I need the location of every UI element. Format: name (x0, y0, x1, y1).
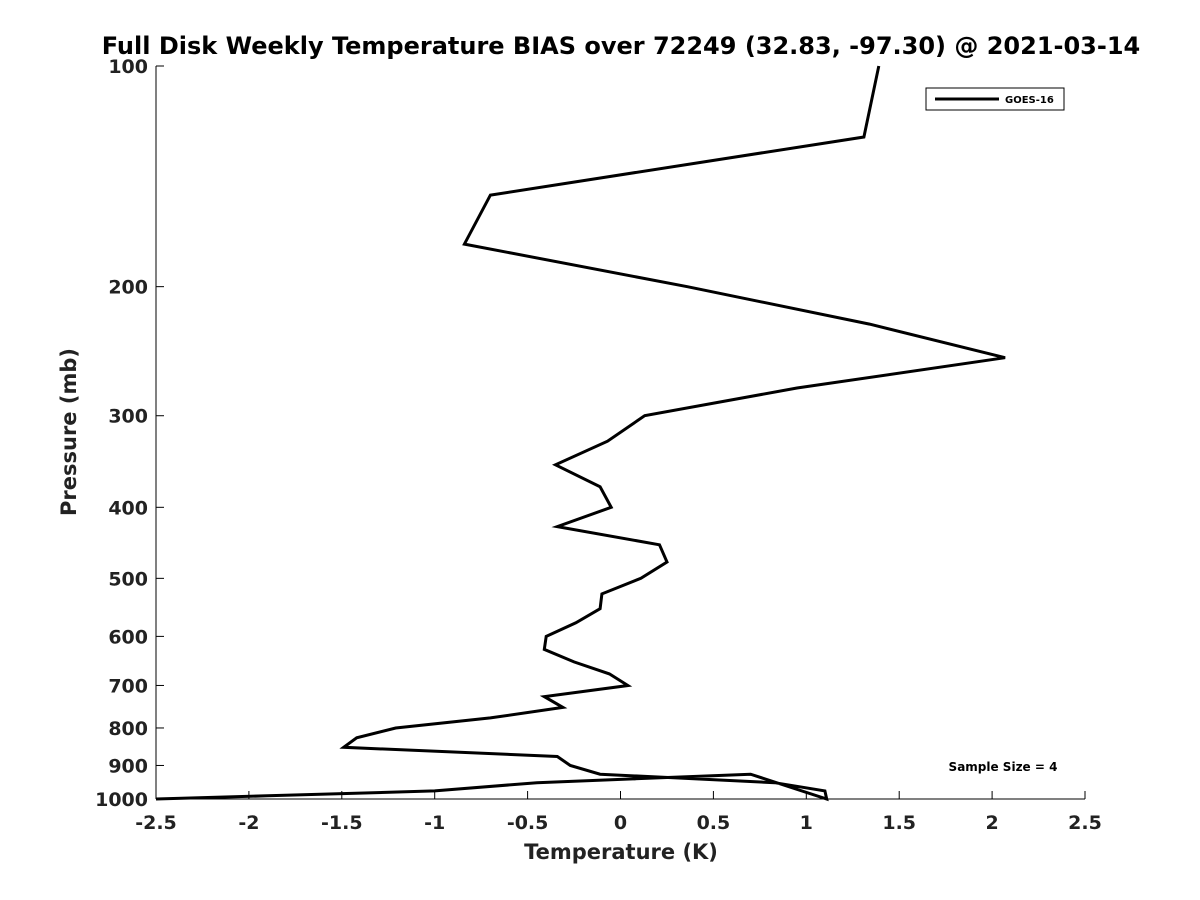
x-tick-label: -2 (238, 812, 259, 834)
y-tick-label: 300 (108, 406, 148, 428)
legend-label: GOES-16 (1005, 95, 1054, 106)
series-layer (155, 65, 1006, 802)
x-tick-label: 0 (614, 812, 627, 834)
y-tick-label: 100 (108, 56, 148, 78)
chart-title: Full Disk Weekly Temperature BIAS over 7… (102, 32, 1141, 60)
series-line-goes-16 (155, 65, 1006, 802)
x-tick-label: 1.5 (882, 812, 916, 834)
y-tick-label: 700 (108, 675, 148, 697)
y-tick-label: 1000 (95, 789, 148, 811)
x-ticks: -2.5 -2 -1.5 -1 -0.5 0 0.5 1 1.5 2 2.5 (135, 791, 1102, 834)
x-tick-label: 1 (800, 812, 813, 834)
y-tick-label: 200 (108, 277, 148, 299)
y-tick-label: 900 (108, 755, 148, 777)
y-ticks: 100 200 300 400 500 600 700 800 900 1000 (95, 56, 164, 811)
y-tick-label: 400 (108, 497, 148, 519)
x-axis-label: Temperature (K) (524, 840, 718, 864)
x-tick-label: 2.5 (1068, 812, 1102, 834)
x-tick-label: 0.5 (697, 812, 731, 834)
legend: GOES-16 (925, 87, 1065, 111)
x-tick-label: -1.5 (321, 812, 363, 834)
y-axis-label: Pressure (mb) (57, 348, 81, 516)
x-tick-label: -0.5 (507, 812, 549, 834)
sample-size-annotation: Sample Size = 4 (949, 760, 1058, 774)
y-tick-label: 800 (108, 718, 148, 740)
y-tick-label: 500 (108, 568, 148, 590)
x-tick-label: 2 (985, 812, 998, 834)
x-tick-label: -1 (424, 812, 445, 834)
y-tick-label: 600 (108, 626, 148, 648)
x-tick-label: -2.5 (135, 812, 177, 834)
